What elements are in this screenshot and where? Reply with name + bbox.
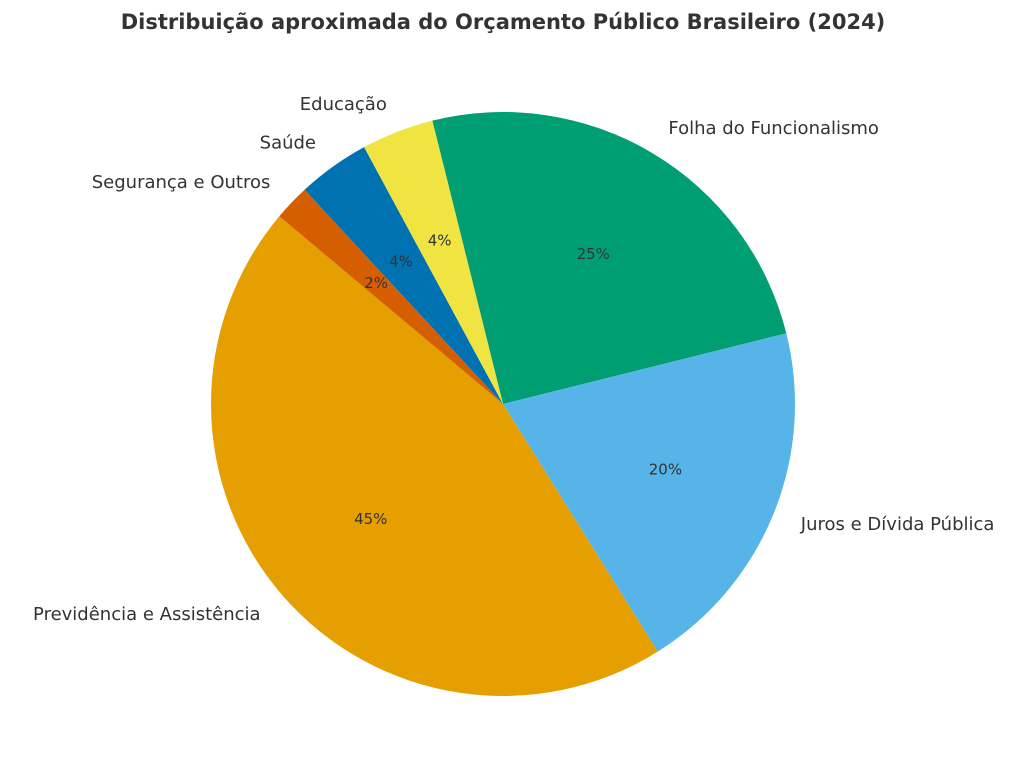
slice-label-seguranca-e-outros: Segurança e Outros (92, 172, 271, 193)
pie-slice-juros-e-divida-publica (503, 333, 795, 652)
chart-title: Distribuição aproximada do Orçamento Púb… (120, 10, 886, 34)
pct-label-previdencia-e-assistencia: 45% (354, 510, 387, 528)
pie-slice-educacao (364, 120, 503, 404)
pie-slice-previdencia-e-assistencia (210, 216, 658, 697)
pie-slice-saude (304, 147, 503, 404)
pct-label-saude: 4% (389, 253, 413, 271)
pie-slice-seguranca-e-outros (279, 189, 503, 404)
slice-label-folha-do-funcionalismo: Folha do Funcionalismo (668, 118, 879, 139)
slice-label-saude: Saúde (260, 132, 316, 153)
slice-label-educacao: Educação (300, 94, 387, 115)
pct-label-folha-do-funcionalismo: 25% (577, 245, 610, 263)
pct-label-educacao: 4% (428, 232, 452, 250)
slice-label-juros-e-divida-publica: Juros e Dívida Pública (800, 514, 995, 535)
pie-slice-folha-do-funcionalismo (432, 112, 787, 405)
slice-label-previdencia-e-assistencia: Previdência e Assistência (33, 604, 261, 625)
pct-label-seguranca-e-outros: 2% (364, 274, 388, 292)
pct-label-juros-e-divida-publica: 20% (649, 461, 682, 479)
